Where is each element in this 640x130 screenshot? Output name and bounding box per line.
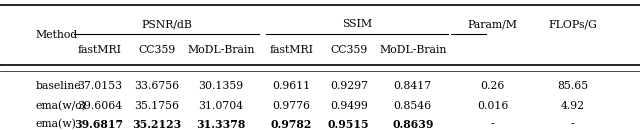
Text: MoDL-Brain: MoDL-Brain [187, 45, 255, 55]
Text: 0.9297: 0.9297 [330, 82, 368, 91]
Text: 33.6756: 33.6756 [134, 82, 179, 91]
Text: 31.0704: 31.0704 [198, 101, 243, 111]
Text: FLOPs/G: FLOPs/G [548, 19, 597, 29]
Text: 0.9782: 0.9782 [271, 119, 312, 130]
Text: 30.1359: 30.1359 [198, 82, 243, 91]
Text: fastMRI: fastMRI [77, 45, 121, 55]
Text: -: - [571, 119, 575, 129]
Text: MoDL-Brain: MoDL-Brain [379, 45, 447, 55]
Text: 4.92: 4.92 [561, 101, 585, 111]
Text: 35.2123: 35.2123 [132, 119, 181, 130]
Text: -: - [491, 119, 495, 129]
Text: baseline: baseline [35, 82, 81, 91]
Text: fastMRI: fastMRI [269, 45, 313, 55]
Text: Method: Method [35, 30, 77, 40]
Text: Param/M: Param/M [468, 19, 518, 29]
Text: 39.6817: 39.6817 [75, 119, 124, 130]
Text: 0.9499: 0.9499 [330, 101, 368, 111]
Text: 0.8546: 0.8546 [394, 101, 432, 111]
Text: 0.8417: 0.8417 [394, 82, 432, 91]
Text: 0.8639: 0.8639 [392, 119, 433, 130]
Text: 0.9515: 0.9515 [328, 119, 370, 130]
Text: 39.6064: 39.6064 [77, 101, 122, 111]
Text: 35.1756: 35.1756 [134, 101, 179, 111]
Text: 85.65: 85.65 [557, 82, 588, 91]
Text: 0.9611: 0.9611 [272, 82, 310, 91]
Text: PSNR/dB: PSNR/dB [141, 19, 192, 29]
Text: 0.016: 0.016 [477, 101, 509, 111]
Text: 0.9776: 0.9776 [272, 101, 310, 111]
Text: CC359: CC359 [330, 45, 367, 55]
Text: 0.26: 0.26 [481, 82, 505, 91]
Text: CC359: CC359 [138, 45, 175, 55]
Text: 37.0153: 37.0153 [77, 82, 122, 91]
Text: 31.3378: 31.3378 [196, 119, 246, 130]
Text: SSIM: SSIM [342, 19, 372, 29]
Text: ema(w): ema(w) [35, 119, 76, 129]
Text: ema(w/o): ema(w/o) [35, 101, 86, 111]
